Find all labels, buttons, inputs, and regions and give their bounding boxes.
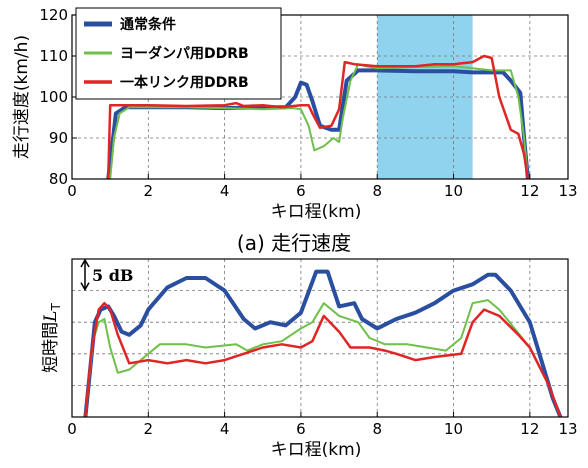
series-line-2 — [106, 54, 530, 179]
x-tick-label: 4 — [220, 182, 230, 200]
legend-label-0: 通常条件 — [120, 16, 176, 33]
x-tick-label: 8 — [372, 182, 382, 200]
series-line-1 — [109, 63, 529, 179]
x-tick-label: 12 — [520, 420, 539, 438]
y-axis-label: 短時間LT — [41, 303, 63, 373]
legend-label-2: 一本リンク用DDRB — [120, 74, 249, 91]
y-tick-label: 110 — [39, 47, 68, 65]
x-tick-label: 13 — [558, 182, 577, 200]
y-tick-label: 80 — [49, 170, 68, 188]
x-tick-label: 13 — [558, 420, 577, 438]
x-tick-label: 0 — [67, 182, 77, 200]
y-axis-label-symbol: L — [41, 311, 61, 323]
x-tick-label: 6 — [296, 420, 306, 438]
series-line-0 — [83, 269, 563, 417]
y-axis-label: 走行速度(km/h) — [12, 35, 32, 159]
x-axis-label: キロ程(km) — [271, 202, 362, 222]
annotation-arrow-up — [80, 258, 90, 268]
plot-frame — [71, 258, 569, 418]
x-tick-label: 10 — [444, 420, 463, 438]
x-tick-label: 2 — [144, 420, 154, 438]
x-tick-label: 0 — [67, 420, 77, 438]
y-tick-label: 120 — [39, 6, 68, 24]
x-tick-label: 2 — [144, 182, 154, 200]
x-tick-label: 8 — [372, 420, 382, 438]
x-tick-label: 12 — [520, 182, 539, 200]
chart-caption: (a) 走行速度 — [237, 231, 351, 255]
annotation-arrow-down — [80, 282, 90, 292]
y-axis-label-subscript: T — [49, 303, 63, 312]
speed-chart: 0 2 4 6 8 10 12 13 80 90 100 110 120 キロ程(km) 走行速度(km/h… — [12, 6, 578, 255]
series-line-2 — [84, 301, 562, 417]
x-axis-label: キロ程(km) — [271, 440, 362, 460]
y-tick-label: 100 — [39, 88, 68, 106]
y-axis-label-main: 短時間 — [41, 322, 61, 373]
legend-label-1: ヨーダンパ用DDRB — [120, 45, 249, 62]
annotation-label: 5 dB — [92, 266, 133, 285]
x-tick-label: 6 — [296, 182, 306, 200]
noise-chart: 0 2 4 6 8 10 12 13 キロ程(km) 短時間LT 5 dB — [41, 258, 578, 460]
series-line-1 — [84, 299, 562, 417]
x-tick-label: 4 — [220, 420, 230, 438]
y-tick-label: 90 — [49, 129, 68, 147]
x-tick-label: 10 — [444, 182, 463, 200]
